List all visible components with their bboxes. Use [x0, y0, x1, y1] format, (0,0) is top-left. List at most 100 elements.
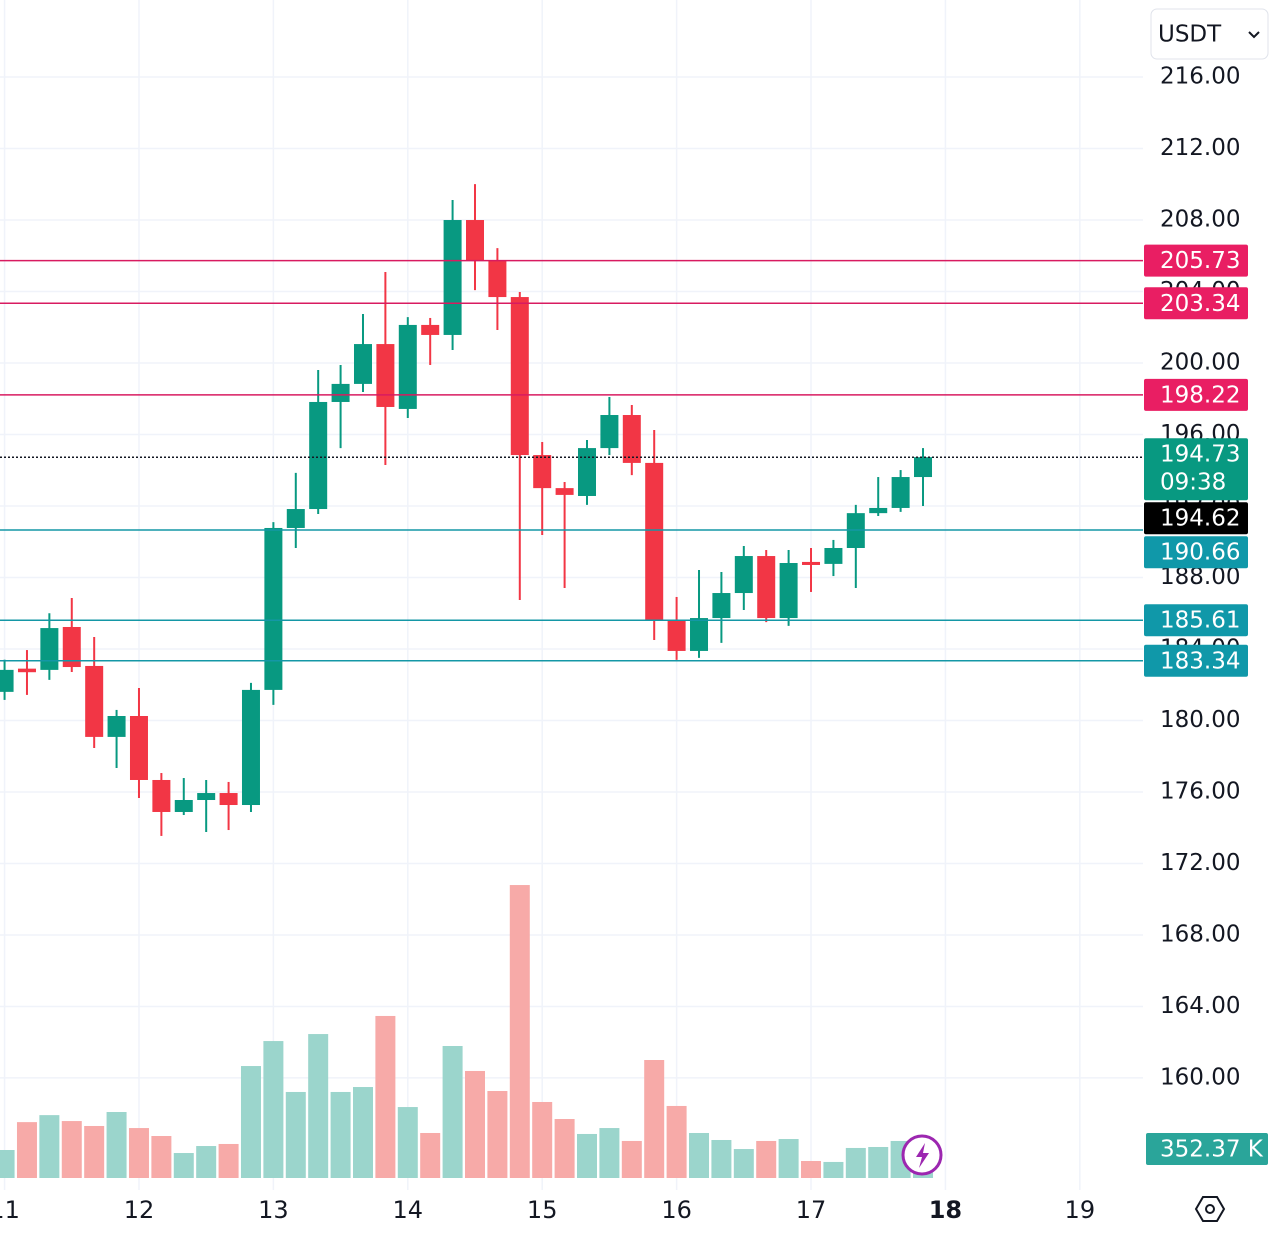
lightning-icon[interactable] [901, 1134, 943, 1176]
settings-dot[interactable] [1205, 1204, 1215, 1214]
volume-bar [375, 1015, 396, 1178]
candle-body [802, 561, 821, 565]
y-tick-label: 164.00 [1160, 993, 1240, 1019]
candle-body [869, 507, 888, 514]
price-lines [0, 259, 1143, 662]
candle-body [577, 448, 596, 496]
volume-tag-label: 352.37 K [1160, 1137, 1264, 1163]
price-tag-box [1144, 644, 1248, 677]
candle-body [488, 260, 507, 298]
volume-bar [196, 1146, 217, 1178]
volume-bar [689, 1132, 710, 1178]
grid [0, 0, 1143, 1190]
current-price-tag-box [1144, 438, 1248, 501]
current-price-tag-label: 09:38 [1160, 470, 1226, 496]
currency-label[interactable]: USDT [1158, 22, 1222, 48]
volume-pane [0, 885, 934, 1178]
volume-bar [263, 1041, 284, 1178]
x-tick-label: 19 [1065, 1196, 1096, 1224]
candle-body [510, 297, 529, 456]
candle-body [174, 800, 193, 812]
candle-body [17, 668, 36, 673]
candle-body [645, 462, 664, 621]
settings-icon[interactable] [1194, 1196, 1226, 1222]
volume-bar [218, 1143, 239, 1178]
x-tick-label: 17 [796, 1196, 827, 1224]
y-tick-label: 160.00 [1160, 1064, 1240, 1090]
volume-bar [554, 1118, 575, 1178]
volume-bar [106, 1112, 127, 1178]
candle-body [40, 628, 59, 670]
volume-bar [308, 1034, 329, 1178]
candle-body [712, 593, 731, 619]
price-tag-box [1144, 604, 1248, 637]
volume-bar [576, 1133, 597, 1178]
y-tick-label: 188.00 [1160, 564, 1240, 590]
price-tag-label: 203.34 [1160, 291, 1240, 317]
candle-body [914, 457, 933, 478]
volume-bar [487, 1091, 508, 1178]
volume-bar [397, 1107, 418, 1178]
candle-body [622, 415, 641, 463]
candle-body [62, 626, 81, 668]
volume-bar [151, 1136, 172, 1178]
volume-bar [420, 1132, 441, 1178]
candle-body [0, 669, 14, 692]
volume-bar [240, 1066, 261, 1178]
candle-body [353, 344, 372, 384]
volume-bar [599, 1128, 620, 1178]
currency-selector[interactable]: USDT [1150, 8, 1269, 60]
candle-body [465, 220, 484, 261]
chevron[interactable] [1248, 31, 1260, 39]
y-tick-label: 216.00 [1160, 64, 1240, 90]
y-tick-label: 212.00 [1160, 135, 1240, 161]
volume-bar [801, 1160, 822, 1178]
candles [0, 184, 933, 836]
x-tick-label: 15 [527, 1196, 558, 1224]
candle-body [309, 401, 328, 510]
price-tag-box [1144, 378, 1248, 411]
price-tag-label: 183.34 [1160, 648, 1240, 674]
current-price-tag-label: 194.73 [1160, 442, 1240, 468]
volume-bar [845, 1147, 866, 1178]
volume-bar [128, 1128, 149, 1178]
candle-body [555, 488, 574, 495]
candle-body [331, 383, 350, 402]
volume-bar [666, 1105, 687, 1178]
candle-body [264, 527, 283, 690]
volume-bar [733, 1149, 754, 1178]
volume-bar [442, 1046, 463, 1178]
candle-body [667, 620, 686, 651]
volume-tag-box [1146, 1133, 1268, 1165]
x-tick-label: 11 [0, 1196, 20, 1224]
currency-box[interactable] [1150, 8, 1269, 60]
volume-bar [532, 1101, 553, 1178]
volume-bar [39, 1115, 60, 1178]
volume-bar [711, 1139, 732, 1178]
candle-body [824, 547, 843, 564]
marker-price-tag-label: 194.62 [1160, 506, 1240, 532]
volume-bar [352, 1087, 373, 1178]
lightning-bolt[interactable] [916, 1143, 929, 1168]
candle-body [107, 716, 126, 737]
settings-hexagon[interactable] [1194, 1196, 1226, 1222]
candle-body [85, 665, 104, 737]
y-tick-label: 176.00 [1160, 778, 1240, 804]
volume-bar [644, 1059, 665, 1178]
candle-body [152, 779, 171, 812]
volume-bar [0, 1150, 15, 1178]
candle-body [690, 618, 709, 651]
volume-bar [285, 1091, 306, 1178]
volume-bar [330, 1091, 351, 1178]
volume-bar [173, 1153, 194, 1178]
marker-price-tag-box [1144, 502, 1248, 535]
volume-bar [823, 1161, 844, 1178]
price-tag-label: 190.66 [1160, 540, 1240, 566]
volume-bar [464, 1070, 485, 1178]
volume-bar [61, 1121, 82, 1178]
candle-body [533, 455, 552, 489]
x-tick-label: 16 [661, 1196, 692, 1224]
